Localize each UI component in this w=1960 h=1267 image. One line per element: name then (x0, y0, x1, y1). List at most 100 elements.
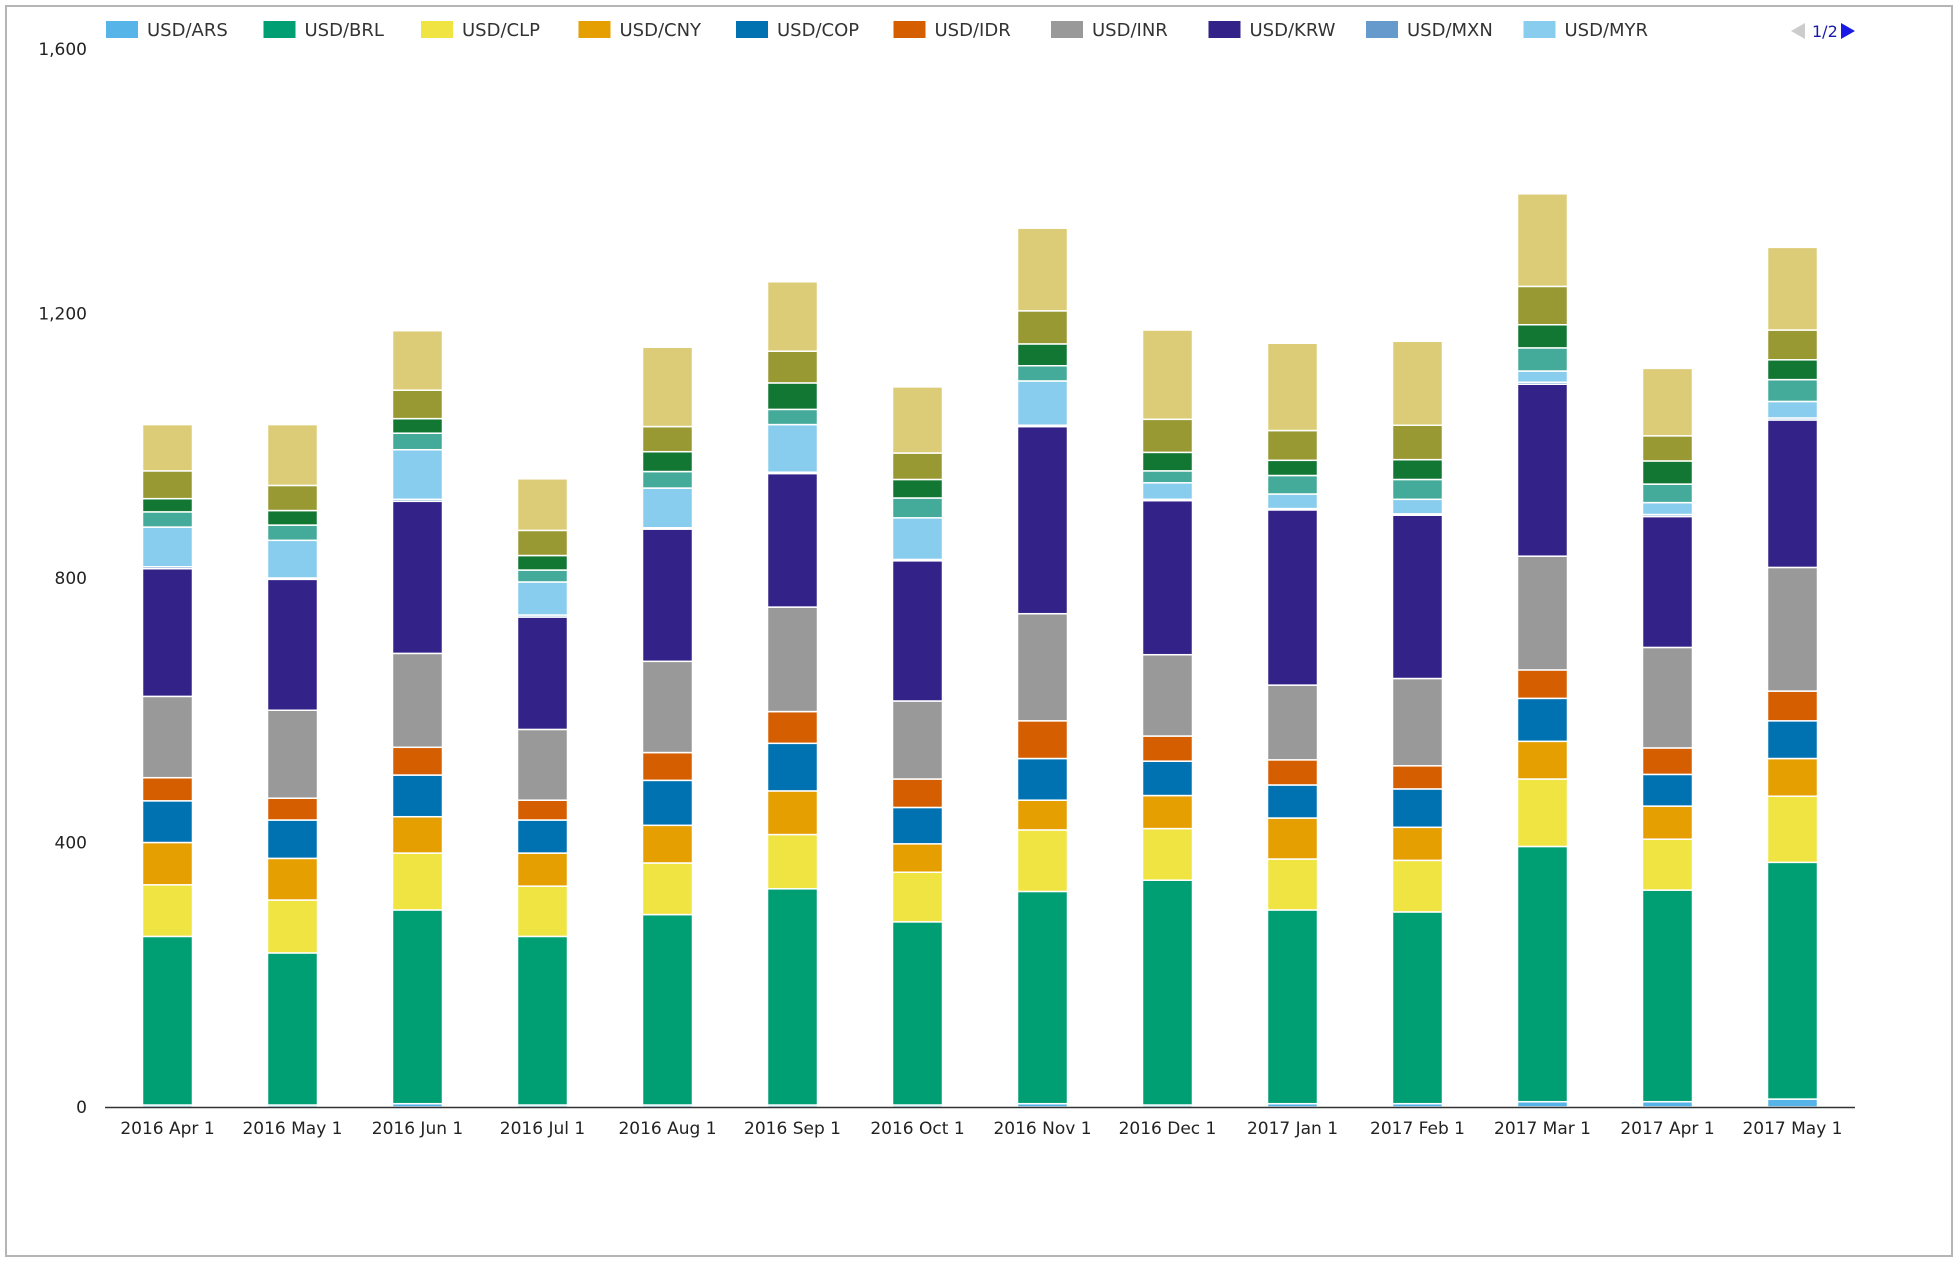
bar-segment[interactable] (891, 778, 944, 809)
bar-segment[interactable] (891, 843, 944, 874)
bar-segment[interactable] (641, 660, 694, 754)
bar-segment[interactable] (141, 511, 194, 528)
bar-segment[interactable] (1016, 380, 1069, 427)
bar-segment[interactable] (1516, 697, 1569, 743)
bar-segment[interactable] (766, 833, 819, 890)
legend-item[interactable]: USD/INR (1051, 20, 1168, 41)
bar-segment[interactable] (266, 539, 319, 579)
bar-segment[interactable] (766, 606, 819, 713)
bar-stack[interactable] (1641, 367, 1694, 1108)
bar-segment[interactable] (141, 470, 194, 500)
bar-segment[interactable] (141, 935, 194, 1106)
bar-segment[interactable] (1516, 555, 1569, 671)
bar-segment[interactable] (891, 560, 944, 702)
bar-segment[interactable] (1641, 889, 1694, 1103)
bar-segment[interactable] (1516, 845, 1569, 1103)
bar-segment[interactable] (1641, 773, 1694, 807)
bar-segment[interactable] (1391, 498, 1444, 515)
bar-segment[interactable] (766, 281, 819, 352)
bar-segment[interactable] (1141, 653, 1194, 737)
bar-segment[interactable] (1391, 911, 1444, 1105)
bar-segment[interactable] (1391, 514, 1444, 680)
bar-segment[interactable] (516, 799, 569, 821)
bar-segment[interactable] (891, 517, 944, 561)
bar-segment[interactable] (141, 567, 194, 698)
bar-segment[interactable] (1641, 501, 1694, 516)
bar-segment[interactable] (266, 578, 319, 712)
bar-segment[interactable] (391, 500, 444, 655)
bar-segment[interactable] (1766, 419, 1819, 569)
bar-segment[interactable] (891, 700, 944, 780)
bar-segment[interactable] (1391, 826, 1444, 862)
bar-segment[interactable] (1391, 788, 1444, 829)
bar-segment[interactable] (1766, 1098, 1819, 1108)
bar-segment[interactable] (1766, 757, 1819, 797)
bar-segment[interactable] (391, 652, 444, 749)
bar-segment[interactable] (1141, 470, 1194, 484)
bar-segment[interactable] (1391, 765, 1444, 790)
bar-stack[interactable] (1141, 329, 1194, 1108)
bar-segment[interactable] (1766, 359, 1819, 381)
bar-segment[interactable] (266, 797, 319, 821)
bar-segment[interactable] (641, 450, 694, 473)
bar-segment[interactable] (1016, 364, 1069, 382)
bar-segment[interactable] (1641, 515, 1694, 649)
bar-segment[interactable] (391, 417, 444, 434)
bar-segment[interactable] (891, 478, 944, 499)
bar-segment[interactable] (1391, 458, 1444, 481)
bar-segment[interactable] (1016, 890, 1069, 1105)
bar-segment[interactable] (141, 776, 194, 802)
bar-segment[interactable] (891, 921, 944, 1106)
bar-segment[interactable] (1141, 879, 1194, 1106)
bar-segment[interactable] (1266, 858, 1319, 911)
bar-segment[interactable] (1141, 482, 1194, 501)
bar-segment[interactable] (641, 824, 694, 864)
bar-stack[interactable] (141, 423, 194, 1108)
bar-segment[interactable] (891, 452, 944, 481)
bar-segment[interactable] (1016, 829, 1069, 893)
triangle-left-icon[interactable] (1791, 23, 1805, 39)
legend-item[interactable]: USD/CLP (421, 20, 540, 41)
bar-segment[interactable] (766, 742, 819, 792)
bar-segment[interactable] (1641, 646, 1694, 749)
bar-segment[interactable] (1141, 499, 1194, 656)
bar-segment[interactable] (391, 448, 444, 501)
bar-segment[interactable] (1391, 478, 1444, 501)
bar-segment[interactable] (1516, 383, 1569, 557)
bar-segment[interactable] (516, 728, 569, 801)
bar-segment[interactable] (516, 819, 569, 854)
bar-segment[interactable] (516, 529, 569, 557)
bar-segment[interactable] (891, 386, 944, 454)
bar-segment[interactable] (141, 841, 194, 886)
bar-segment[interactable] (1391, 340, 1444, 427)
bar-segment[interactable] (1016, 310, 1069, 345)
bar-segment[interactable] (1266, 474, 1319, 495)
bar-segment[interactable] (266, 857, 319, 901)
bar-segment[interactable] (1141, 735, 1194, 762)
bar-segment[interactable] (1391, 859, 1444, 913)
bar-segment[interactable] (1266, 759, 1319, 786)
bar-segment[interactable] (1766, 246, 1819, 331)
bar-segment[interactable] (516, 935, 569, 1106)
bar-segment[interactable] (766, 790, 819, 836)
bar-segment[interactable] (766, 423, 819, 473)
bar-segment[interactable] (1141, 760, 1194, 797)
bar-segment[interactable] (266, 709, 319, 799)
bar-segment[interactable] (641, 913, 694, 1106)
bar-segment[interactable] (766, 888, 819, 1106)
bar-segment[interactable] (641, 425, 694, 453)
bar-segment[interactable] (766, 382, 819, 411)
bar-segment[interactable] (516, 478, 569, 532)
bar-segment[interactable] (641, 528, 694, 663)
bar-segment[interactable] (266, 509, 319, 526)
bar-segment[interactable] (1266, 459, 1319, 477)
bar-segment[interactable] (391, 746, 444, 776)
bar-segment[interactable] (891, 806, 944, 845)
bar-segment[interactable] (1016, 425, 1069, 615)
bar-segment[interactable] (391, 329, 444, 391)
bar-segment[interactable] (1641, 1100, 1694, 1108)
bar-segment[interactable] (1016, 799, 1069, 831)
bar-segment[interactable] (766, 408, 819, 426)
bar-stack[interactable] (766, 281, 819, 1108)
bar-segment[interactable] (641, 779, 694, 827)
